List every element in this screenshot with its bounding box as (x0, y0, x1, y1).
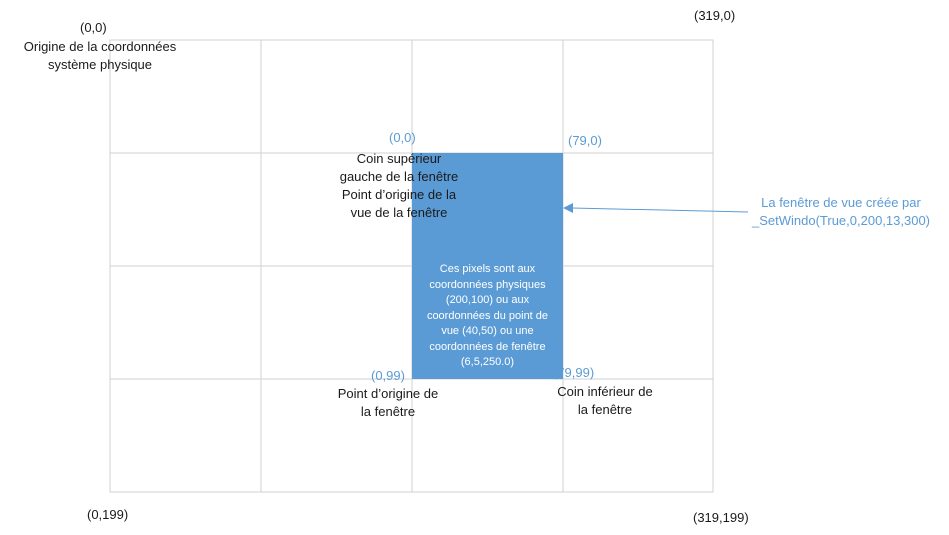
callout-label: La fenêtre de vue créée par _SetWindo(Tr… (751, 195, 930, 228)
grid (109, 39, 714, 493)
corner-bottom-right-label: (319,199) (693, 510, 749, 525)
window-origin-label: Point d’origine de la fenêtre (337, 386, 439, 419)
window-coord-top-right: (79,0) (568, 133, 602, 148)
viewport-rect (412, 153, 563, 379)
origin-label: Origine de la coordonnées système physiq… (23, 39, 177, 72)
window-bottom-right-label: Coin inférieur de la fenêtre (557, 384, 653, 417)
window-coord-bottom-right: (79,99) (553, 365, 595, 380)
corner-top-left-label: (0,0) (80, 20, 107, 35)
window-top-left-label: Coin supérieur gauche de la fenêtre Poin… (339, 151, 459, 220)
viewport-description: Ces pixels sont aux coordonnées physique… (426, 263, 549, 368)
corner-top-right-label: (319,0) (694, 8, 736, 23)
corner-bottom-left-label: (0,199) (87, 507, 129, 522)
window-coord-bottom-left: (0,99) (371, 368, 405, 383)
callout-arrow (563, 203, 749, 213)
window-coord-top-left: (0,0) (389, 130, 416, 145)
